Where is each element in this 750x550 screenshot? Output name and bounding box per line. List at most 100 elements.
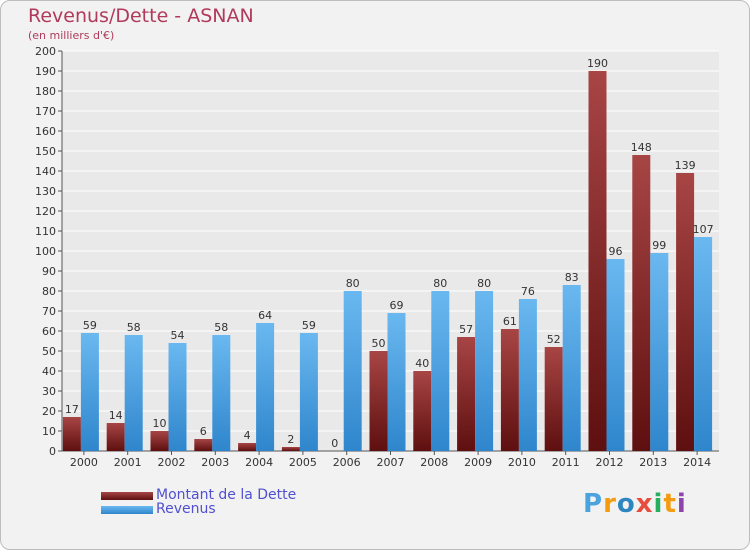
value-label-debt: 0 (331, 437, 338, 450)
value-label-debt: 10 (153, 417, 167, 430)
y-tick-label: 170 (35, 105, 56, 118)
value-label-debt: 6 (200, 425, 207, 438)
value-label-revenue: 69 (390, 299, 404, 312)
x-tick-label: 2010 (508, 456, 536, 469)
value-label-debt: 148 (631, 141, 652, 154)
y-tick-label: 20 (42, 405, 56, 418)
bar-revenue (562, 285, 581, 451)
value-label-debt: 17 (65, 403, 79, 416)
legend-label-debt: Montant de la Dette (156, 487, 297, 503)
value-label-debt: 190 (587, 57, 608, 70)
bar-revenue (124, 335, 143, 451)
bar-debt (676, 173, 695, 451)
y-tick-label: 180 (35, 85, 56, 98)
x-tick-label: 2003 (201, 456, 229, 469)
brand-letter: o (616, 489, 636, 519)
bar-debt (413, 371, 432, 451)
y-tick-label: 100 (35, 245, 56, 258)
value-label-revenue: 80 (477, 277, 491, 290)
bar-debt (238, 443, 257, 451)
legend-swatch-revenue (101, 506, 153, 514)
bar-revenue (606, 259, 625, 451)
value-label-debt: 52 (547, 333, 561, 346)
value-label-debt: 2 (287, 433, 294, 446)
value-label-revenue: 80 (433, 277, 447, 290)
brand-logo: Proxiti (583, 489, 687, 519)
bar-debt (588, 71, 607, 451)
value-label-debt: 14 (109, 409, 123, 422)
bar-revenue (212, 335, 231, 451)
value-label-revenue: 64 (258, 309, 272, 322)
y-tick-label: 30 (42, 385, 56, 398)
y-tick-label: 10 (42, 425, 56, 438)
y-tick-label: 70 (42, 305, 56, 318)
brand-letter: r (603, 489, 617, 519)
bar-debt (369, 351, 388, 451)
value-label-revenue: 107 (693, 223, 714, 236)
x-tick-label: 2002 (158, 456, 186, 469)
value-label-debt: 40 (415, 357, 429, 370)
bar-revenue (80, 333, 99, 451)
bar-revenue (299, 333, 318, 451)
y-tick-label: 80 (42, 285, 56, 298)
value-label-debt: 57 (459, 323, 473, 336)
bar-debt (632, 155, 651, 451)
value-label-revenue: 59 (302, 319, 316, 332)
legend-label-revenue: Revenus (156, 501, 216, 517)
y-tick-label: 120 (35, 205, 56, 218)
value-label-revenue: 59 (83, 319, 97, 332)
x-tick-label: 2013 (639, 456, 667, 469)
y-tick-label: 200 (35, 45, 56, 58)
y-tick-label: 160 (35, 125, 56, 138)
bar-revenue (256, 323, 275, 451)
y-tick-label: 140 (35, 165, 56, 178)
bar-revenue (387, 313, 406, 451)
value-label-debt: 61 (503, 315, 517, 328)
y-tick-label: 150 (35, 145, 56, 158)
legend-swatch-debt (101, 492, 153, 500)
chart-title: Revenus/Dette - ASNAN (28, 5, 254, 27)
value-label-revenue: 83 (565, 271, 579, 284)
y-tick-label: 60 (42, 325, 56, 338)
value-label-revenue: 80 (346, 277, 360, 290)
value-label-debt: 139 (675, 159, 696, 172)
bar-debt (500, 329, 519, 451)
bar-revenue (475, 291, 494, 451)
x-tick-label: 2014 (683, 456, 711, 469)
bar-revenue (518, 299, 537, 451)
bar-revenue (168, 343, 187, 451)
bar-debt (62, 417, 81, 451)
bar-revenue (694, 237, 713, 451)
bar-revenue (431, 291, 450, 451)
brand-letter: x (635, 489, 654, 519)
value-label-debt: 4 (244, 429, 251, 442)
x-tick-label: 2006 (333, 456, 361, 469)
value-label-revenue: 58 (127, 321, 141, 334)
bar-debt (194, 439, 213, 451)
brand-letter: P (583, 489, 604, 519)
x-tick-label: 2001 (114, 456, 142, 469)
brand-letter: i (676, 489, 687, 519)
y-tick-label: 130 (35, 185, 56, 198)
value-label-revenue: 96 (609, 245, 623, 258)
bar-debt (457, 337, 476, 451)
bar-debt (106, 423, 125, 451)
y-tick-label: 110 (35, 225, 56, 238)
chart-subtitle: (en milliers d'€) (28, 29, 115, 42)
y-tick-label: 40 (42, 365, 56, 378)
brand-letter: i (653, 489, 664, 519)
bar-debt (150, 431, 169, 451)
labels-layer: 0102030405060708090100110120130140150160… (35, 45, 714, 469)
y-tick-label: 0 (49, 445, 56, 458)
x-tick-label: 2000 (70, 456, 98, 469)
value-label-revenue: 76 (521, 285, 535, 298)
y-tick-label: 90 (42, 265, 56, 278)
x-tick-label: 2005 (289, 456, 317, 469)
x-tick-label: 2011 (552, 456, 580, 469)
value-label-revenue: 58 (214, 321, 228, 334)
bar-debt (281, 447, 300, 451)
y-tick-label: 50 (42, 345, 56, 358)
bar-revenue (650, 253, 669, 451)
